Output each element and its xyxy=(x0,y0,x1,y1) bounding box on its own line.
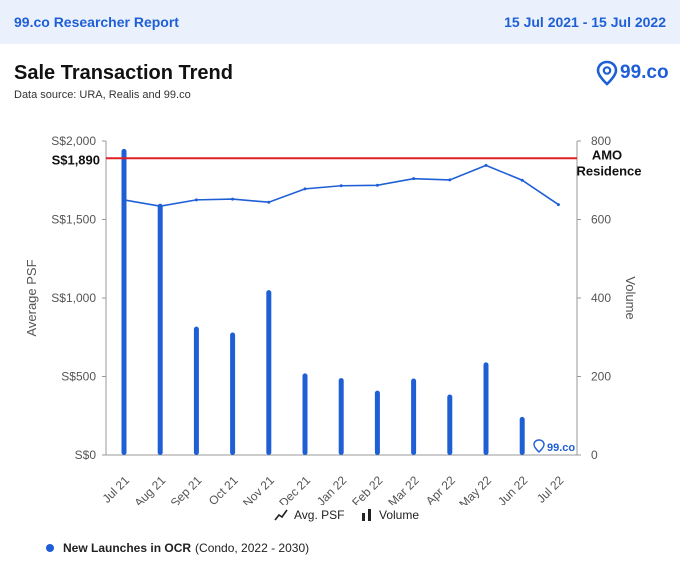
psf-point xyxy=(556,203,560,207)
volume-bar xyxy=(121,148,127,455)
psf-point xyxy=(520,178,524,182)
y-tick-label: S$2,000 xyxy=(51,134,96,148)
location-pin-icon xyxy=(533,439,545,453)
logo-text: 99.co xyxy=(620,62,669,83)
legend-label-psf: Avg. PSF xyxy=(294,508,345,522)
volume-bar xyxy=(447,394,453,455)
psf-point xyxy=(448,178,452,182)
y2-tick-label: 600 xyxy=(591,213,611,227)
volume-bar xyxy=(374,390,380,455)
y-tick-label: S$0 xyxy=(75,448,97,462)
note-bullet-icon xyxy=(46,544,54,552)
y2-tick-label: 200 xyxy=(591,370,611,384)
psf-point xyxy=(484,163,488,167)
y2-tick-label: 800 xyxy=(591,134,611,148)
legend-item-volume[interactable]: Volume xyxy=(361,508,419,522)
x-tick-label: Jul 22 xyxy=(534,473,567,505)
psf-point xyxy=(375,183,379,187)
legend-label-volume: Volume xyxy=(379,508,420,522)
volume-bar xyxy=(411,378,417,455)
report-header: 99.co Researcher Report 15 Jul 2021 - 15… xyxy=(0,0,680,44)
brand-logo: 99.co xyxy=(596,60,669,88)
chart-legend: Avg. PSF Volume xyxy=(0,506,680,526)
note-bold-text: New Launches in OCR xyxy=(63,541,192,555)
x-tick-label: Nov 21 xyxy=(240,473,277,505)
x-tick-label: Oct 21 xyxy=(206,473,241,505)
x-tick-label: Dec 21 xyxy=(276,473,313,505)
location-pin-icon xyxy=(596,60,618,86)
volume-bar xyxy=(230,332,236,455)
volume-bar xyxy=(157,203,163,455)
psf-point xyxy=(231,197,235,201)
watermark-text: 99.co xyxy=(547,442,575,454)
volume-bar xyxy=(338,378,344,455)
data-source: Data source: URA, Realis and 99.co xyxy=(14,89,191,101)
volume-bar xyxy=(302,373,308,455)
y-axis-title: Average PSF xyxy=(24,259,39,336)
legend-item-psf[interactable]: Avg. PSF xyxy=(274,508,344,522)
y-tick-label: S$1,500 xyxy=(51,213,96,227)
y2-tick-label: 0 xyxy=(591,448,598,462)
x-tick-label: May 22 xyxy=(456,473,494,505)
volume-bar xyxy=(483,362,489,455)
psf-point xyxy=(194,198,198,202)
volume-bar xyxy=(193,326,199,455)
bar-chart-icon xyxy=(362,509,371,521)
y2-axis-title: Volume xyxy=(623,276,638,319)
psf-point xyxy=(412,177,416,181)
x-tick-label: Jan 22 xyxy=(314,473,350,505)
x-tick-label: Apr 22 xyxy=(423,473,458,505)
x-tick-label: Feb 22 xyxy=(349,473,386,505)
reference-name-line1: AMO xyxy=(592,147,622,162)
psf-point xyxy=(122,198,126,202)
volume-bar xyxy=(519,416,525,455)
x-tick-label: Mar 22 xyxy=(385,473,422,505)
volume-bar xyxy=(266,290,272,455)
psf-point xyxy=(339,184,343,188)
report-date-range: 15 Jul 2021 - 15 Jul 2022 xyxy=(504,14,666,30)
note-rest-text: (Condo, 2022 - 2030) xyxy=(195,541,310,555)
psf-point xyxy=(303,187,307,191)
footnote: New Launches in OCR (Condo, 2022 - 2030) xyxy=(46,541,309,555)
sale-transaction-chart: S$0 S$500 S$1,000 S$1,500 S$2,000 0 200 400 600 8… xyxy=(24,134,642,505)
chart-watermark xyxy=(533,439,545,453)
line-chart-icon xyxy=(274,509,288,521)
psf-point xyxy=(158,204,162,208)
report-brand: 99.co Researcher Report xyxy=(14,14,179,30)
x-tick-label: Sep 21 xyxy=(168,473,205,505)
y-tick-label: S$1,000 xyxy=(51,291,96,305)
y2-tick-label: 400 xyxy=(591,291,611,305)
x-tick-label: Jul 21 xyxy=(100,473,133,505)
psf-point xyxy=(267,200,271,204)
chart-title: Sale Transaction Trend xyxy=(14,62,233,84)
reference-value-label: S$1,890 xyxy=(52,152,100,167)
x-tick-label: Jun 22 xyxy=(495,473,531,505)
reference-name-line2: Residence xyxy=(576,163,641,178)
x-tick-label: Aug 21 xyxy=(132,473,169,505)
y-tick-label: S$500 xyxy=(61,370,96,384)
